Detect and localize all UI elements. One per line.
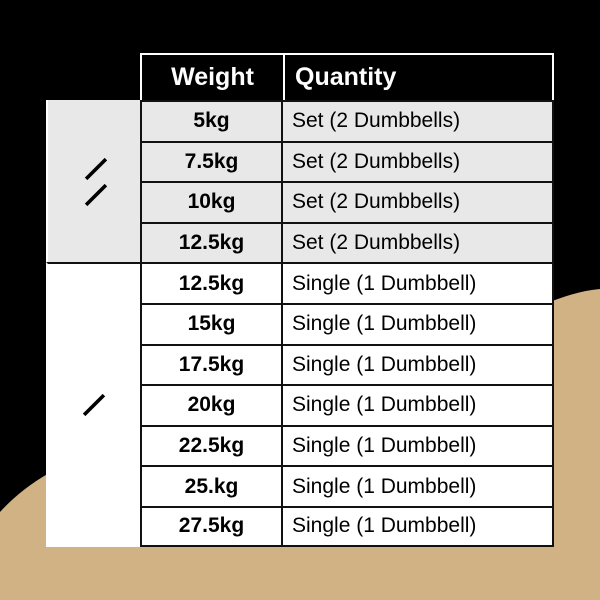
quantity-cell: Set (2 Dumbbells) bbox=[283, 223, 554, 263]
table-row: 12.5kg Set (2 Dumbbells) bbox=[140, 221, 554, 263]
table-row: 15kg Single (1 Dumbbell) bbox=[140, 303, 554, 344]
table-row: 7.5kg Set (2 Dumbbells) bbox=[140, 140, 554, 182]
weight-cell: 25.kg bbox=[140, 467, 283, 506]
table-row: 20kg Single (1 Dumbbell) bbox=[140, 384, 554, 425]
group-icon-cell bbox=[46, 262, 140, 547]
weight-cell: 20kg bbox=[140, 386, 283, 425]
weight-cell: 15kg bbox=[140, 305, 283, 344]
table-row: 10kg Set (2 Dumbbells) bbox=[140, 181, 554, 222]
quantity-cell: Single (1 Dumbbell) bbox=[283, 426, 554, 466]
weight-cell: 22.5kg bbox=[140, 426, 283, 466]
weight-cell: 10kg bbox=[140, 183, 283, 222]
weight-cell: 12.5kg bbox=[140, 264, 283, 303]
dumbbell-icon bbox=[82, 394, 106, 417]
table-row: 25.kg Single (1 Dumbbell) bbox=[140, 465, 554, 506]
quantity-cell: Single (1 Dumbbell) bbox=[283, 467, 554, 506]
header-quantity: Quantity bbox=[283, 53, 554, 100]
quantity-cell: Single (1 Dumbbell) bbox=[283, 305, 554, 344]
table-row: 22.5kg Single (1 Dumbbell) bbox=[140, 424, 554, 466]
quantity-cell: Single (1 Dumbbell) bbox=[283, 345, 554, 385]
two-dumbbells-icon bbox=[84, 158, 108, 207]
table-row: 17.5kg Single (1 Dumbbell) bbox=[140, 343, 554, 385]
quantity-cell: Set (2 Dumbbells) bbox=[283, 183, 554, 222]
quantity-cell: Set (2 Dumbbells) bbox=[283, 142, 554, 182]
weight-cell: 5kg bbox=[140, 102, 283, 141]
weight-cell: 27.5kg bbox=[140, 508, 283, 545]
quantity-cell: Single (1 Dumbbell) bbox=[283, 264, 554, 303]
weight-cell: 12.5kg bbox=[140, 223, 283, 263]
quantity-cell: Set (2 Dumbbells) bbox=[283, 102, 554, 141]
weight-cell: 7.5kg bbox=[140, 142, 283, 182]
weight-cell: 17.5kg bbox=[140, 345, 283, 385]
table-row: 27.5kg Single (1 Dumbbell) bbox=[140, 506, 554, 547]
table-row: 5kg Set (2 Dumbbells) bbox=[140, 100, 554, 141]
quantity-cell: Single (1 Dumbbell) bbox=[283, 386, 554, 425]
table-row: 12.5kg Single (1 Dumbbell) bbox=[140, 262, 554, 303]
quantity-cell: Single (1 Dumbbell) bbox=[283, 508, 554, 545]
group-icon-cell bbox=[46, 100, 140, 263]
header-weight: Weight bbox=[140, 53, 283, 100]
